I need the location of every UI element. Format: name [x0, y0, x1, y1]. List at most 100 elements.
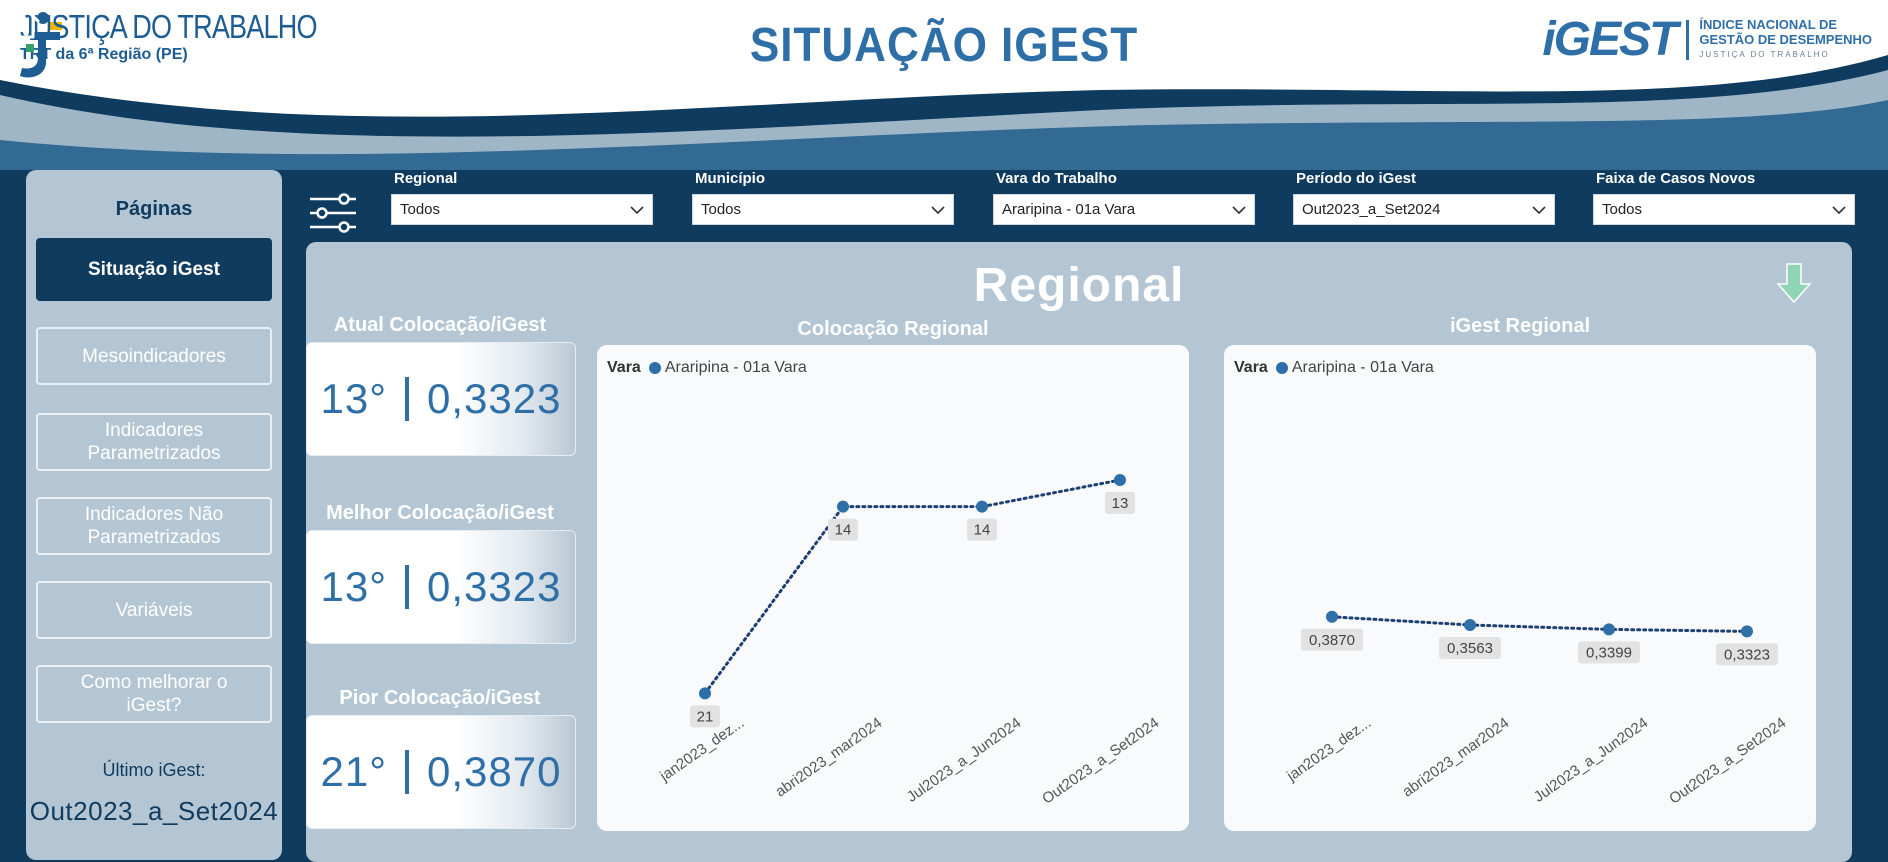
org-title: JUSTIÇA DO TRABALHO: [20, 8, 318, 45]
kpi-atual-label: Atual Colocação/iGest: [333, 314, 547, 336]
data-label: 21: [697, 708, 714, 725]
igest-logo: iGEST ÍNDICE NACIONAL DE GESTÃO DE DESEM…: [1542, 12, 1872, 67]
igest-desc-line-1: ÍNDICE NACIONAL DE: [1699, 17, 1838, 32]
legend-dot-icon: [1275, 362, 1288, 374]
filter-periodo: Período do iGest Out2023_a_Set2024: [1293, 170, 1555, 225]
data-label-bg: [1105, 492, 1135, 514]
filter-regional-value: Todos: [400, 201, 441, 218]
kpi-atual-score: 0,3323: [427, 375, 562, 422]
chart-igest: Vara Araripina - 01a Vara 0,3870 0,3563 0,…: [1224, 345, 1816, 831]
data-label: 0,3323: [1724, 646, 1770, 663]
data-label-bg: [1716, 643, 1778, 666]
filter-periodo-label: Período do iGest: [1296, 170, 1417, 187]
filter-vara: Vara do Trabalho Araripina - 01a Vara: [993, 170, 1255, 225]
kpi-atual-card: 13° 0,3323: [306, 342, 576, 456]
last-igest-label: Último iGest:: [102, 760, 206, 780]
filter-regional-label: Regional: [394, 170, 458, 187]
x-tick-label: Jul2023_a_Jun2024: [1531, 714, 1651, 805]
data-point[interactable]: [1326, 610, 1338, 623]
chart-igest-legend: Vara Araripina - 01a Vara: [1234, 359, 1434, 377]
filter-municipio: Município Todos: [692, 170, 954, 225]
data-point[interactable]: [699, 687, 711, 700]
sidebar-item-mesoindicadores[interactable]: Mesoindicadores: [36, 327, 272, 385]
data-point[interactable]: [837, 500, 849, 513]
data-label: 14: [974, 522, 991, 539]
data-point[interactable]: [1114, 474, 1126, 486]
filter-municipio-label: Município: [695, 170, 765, 187]
sidebar-item-indicadores-nao-parametrizados[interactable]: Indicadores Não Parametrizados: [36, 497, 272, 555]
chart-colocacao: Vara Araripina - 01a Vara 21 14 14 13 jan202…: [597, 345, 1189, 831]
data-point[interactable]: [1464, 618, 1476, 631]
kpi-divider: [405, 377, 410, 421]
filter-faixa: Faixa de Casos Novos Todos: [1593, 170, 1855, 225]
series-line: [1330, 615, 1749, 633]
chart-colocacao-legend: Vara Araripina - 01a Vara: [607, 359, 807, 377]
filter-regional-select[interactable]: Todos: [391, 194, 653, 225]
kpi-pior-position: 21°: [320, 748, 388, 795]
org-subtitle: TRT da 6ª Região (PE): [20, 46, 188, 63]
trt-logo: JUSTIÇA DO TRABALHO TRT da 6ª Região (PE…: [16, 8, 382, 78]
filter-faixa-value: Todos: [1602, 201, 1643, 218]
filter-regional: Regional Todos: [391, 170, 653, 225]
data-label: 13: [1112, 495, 1129, 512]
chevron-down-icon: [1832, 205, 1846, 214]
chart-colocacao-title: Colocação Regional: [797, 318, 989, 340]
down-arrow-icon[interactable]: [1776, 262, 1812, 304]
filter-faixa-label: Faixa de Casos Novos: [1596, 170, 1756, 187]
filter-municipio-select[interactable]: Todos: [692, 194, 954, 225]
kpi-melhor-score: 0,3323: [427, 563, 562, 610]
filter-municipio-value: Todos: [701, 201, 742, 218]
kpi-divider: [405, 750, 410, 794]
filter-vara-select[interactable]: Araripina - 01a Vara: [993, 194, 1255, 225]
filter-icon[interactable]: [308, 193, 358, 233]
sidebar: Páginas Situação iGest Mesoindicadores I…: [26, 170, 282, 860]
kpi-pior-score: 0,3870: [427, 748, 562, 795]
kpi-melhor-label: Melhor Colocação/iGest: [326, 502, 554, 524]
filter-faixa-select[interactable]: Todos: [1593, 194, 1855, 225]
legend-title: Vara: [1234, 359, 1268, 376]
sidebar-item-indicadores-parametrizados[interactable]: Indicadores Parametrizados: [36, 413, 272, 471]
sidebar-item-situacao-igest[interactable]: Situação iGest: [36, 238, 272, 301]
x-tick-label: Out2023_a_Set2024: [1666, 714, 1789, 807]
home-icon[interactable]: [0, 0, 42, 42]
series-line: [703, 478, 1122, 695]
page-title: SITUAÇÃO IGEST: [749, 19, 1139, 72]
data-label: 0,3399: [1586, 644, 1632, 661]
data-label-bg: [1301, 628, 1363, 651]
region-title: Regional: [973, 259, 1185, 312]
sidebar-item-como-melhorar[interactable]: Como melhorar o iGest?: [36, 665, 272, 723]
data-label-bg: [1578, 641, 1640, 664]
data-label-bg: [1439, 636, 1501, 659]
chart-igest-plot: 0,3870 0,3563 0,3399 0,3323 jan2023_dez... ab…: [1283, 610, 1789, 808]
filter-vara-label: Vara do Trabalho: [996, 170, 1117, 187]
filter-periodo-value: Out2023_a_Set2024: [1302, 201, 1441, 218]
chevron-down-icon: [1232, 205, 1246, 214]
filter-periodo-select[interactable]: Out2023_a_Set2024: [1293, 194, 1555, 225]
kpi-melhor-card: 13° 0,3323: [306, 530, 576, 644]
data-label-bg: [828, 518, 858, 541]
kpi-pior-label: Pior Colocação/iGest: [339, 687, 541, 709]
kpi-atual-position: 13°: [320, 375, 388, 422]
igest-desc-line-3: JUSTIÇA DO TRABALHO: [1699, 50, 1830, 59]
igest-logo-word: iGEST: [1542, 13, 1678, 66]
legend-dot-icon: [648, 362, 661, 374]
header-waves: [0, 0, 1888, 170]
kpi-melhor-position: 13°: [320, 563, 388, 610]
data-label: 14: [835, 522, 852, 539]
data-point[interactable]: [976, 500, 988, 513]
main-panel: Regional Atual Colocação/iGest 13° 0,3323…: [306, 242, 1852, 862]
header: JUSTIÇA DO TRABALHO TRT da 6ª Região (PE…: [0, 0, 1888, 170]
igest-desc-line-2: GESTÃO DE DESEMPENHO: [1699, 32, 1872, 47]
kpi-divider: [405, 565, 410, 609]
data-label-bg: [690, 705, 720, 728]
data-point[interactable]: [1741, 625, 1753, 638]
chevron-down-icon: [931, 205, 945, 214]
x-tick-label: abri2023_mar2024: [772, 714, 885, 800]
sidebar-item-variaveis[interactable]: Variáveis: [36, 581, 272, 639]
data-label-bg: [967, 518, 997, 541]
data-point[interactable]: [1603, 623, 1615, 636]
x-tick-label: Out2023_a_Set2024: [1039, 714, 1162, 807]
last-igest-value: Out2023_a_Set2024: [29, 796, 279, 826]
data-label: 0,3563: [1447, 640, 1493, 657]
